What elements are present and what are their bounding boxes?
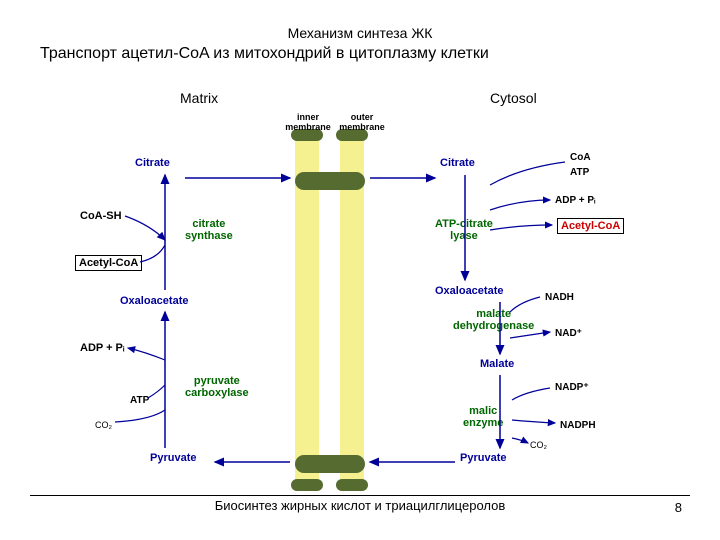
title-transport: Транспорт ацетил-CoA из митохондрий в ци… bbox=[40, 45, 720, 63]
enz-me: malic enzyme bbox=[463, 405, 503, 429]
lbl-citrate-l: Citrate bbox=[135, 157, 170, 169]
lbl-adppi-l: ADP + Pᵢ bbox=[80, 342, 124, 354]
lbl-pyruvate-l: Pyruvate bbox=[150, 452, 196, 464]
box-acetylcoa-r: Acetyl-CoA bbox=[557, 218, 624, 234]
lbl-nad: NAD⁺ bbox=[555, 328, 582, 339]
page-number: 8 bbox=[675, 500, 682, 515]
enz-cs: citrate synthase bbox=[185, 218, 233, 242]
lbl-matrix: Matrix bbox=[180, 90, 218, 106]
lbl-nadh: NADH bbox=[545, 292, 574, 303]
lbl-coash: CoA-SH bbox=[80, 210, 122, 222]
lbl-nadph: NADPH bbox=[560, 420, 596, 431]
footer-line bbox=[30, 495, 690, 496]
pyruvate-transporter bbox=[295, 455, 365, 473]
footer: Биосинтез жирных кислот и триацилглицеро… bbox=[0, 498, 720, 513]
enz-pc: pyruvate carboxylase bbox=[185, 375, 249, 399]
lbl-nadp: NADP⁺ bbox=[555, 382, 589, 393]
title-mechanism: Механизм синтеза ЖК bbox=[0, 25, 720, 41]
lbl-citrate-r: Citrate bbox=[440, 157, 475, 169]
lbl-atp: ATP bbox=[570, 167, 589, 178]
lbl-co2-r: CO₂ bbox=[530, 440, 547, 450]
enz-mdh: malate dehydrogenase bbox=[453, 308, 534, 332]
lbl-co2-l: CO₂ bbox=[95, 420, 112, 430]
lbl-oaa-r: Oxaloacetate bbox=[435, 285, 503, 297]
box-acetylcoa-l: Acetyl-CoA bbox=[75, 255, 142, 271]
lbl-pyruvate-r: Pyruvate bbox=[460, 452, 506, 464]
enz-acl: ATP-citrate lyase bbox=[435, 218, 493, 242]
lbl-adppi-r: ADP + Pᵢ bbox=[555, 195, 595, 206]
citrate-transporter bbox=[295, 172, 365, 190]
lbl-cytosol: Cytosol bbox=[490, 90, 537, 106]
lbl-outermem: outer membrane bbox=[332, 112, 392, 132]
lbl-innermem: inner membrane bbox=[278, 112, 338, 132]
lbl-malate: Malate bbox=[480, 358, 514, 370]
lbl-atp-l: ATP bbox=[130, 395, 149, 406]
lbl-coa: CoA bbox=[570, 152, 591, 163]
lbl-oaa-l: Oxaloacetate bbox=[120, 295, 188, 307]
